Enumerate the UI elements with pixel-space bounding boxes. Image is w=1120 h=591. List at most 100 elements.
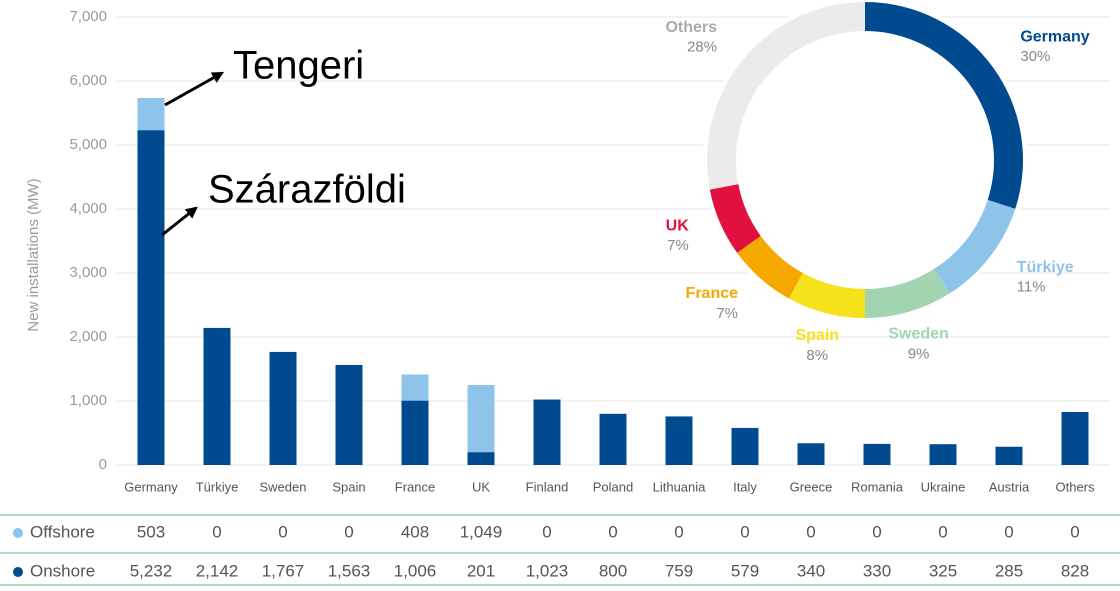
table-value: 1,563 bbox=[328, 561, 371, 580]
x-tick-label: France bbox=[395, 479, 435, 494]
table-value: 828 bbox=[1061, 561, 1089, 580]
x-tick-label: Italy bbox=[733, 479, 757, 494]
table-value: 579 bbox=[731, 561, 759, 580]
table-value: 408 bbox=[401, 522, 429, 541]
table-value: 285 bbox=[995, 561, 1023, 580]
x-tick-label: Ukraine bbox=[921, 479, 966, 494]
table-value: 0 bbox=[1004, 522, 1013, 541]
x-tick-label: Lithuania bbox=[653, 479, 707, 494]
bar-segment bbox=[401, 374, 429, 401]
x-tick-label: Others bbox=[1055, 479, 1095, 494]
y-axis-label: New installations (MW) bbox=[25, 178, 42, 331]
table-value: 330 bbox=[863, 561, 891, 580]
table-value: 1,023 bbox=[526, 561, 569, 580]
table-value: 340 bbox=[797, 561, 825, 580]
x-tick-label: Austria bbox=[989, 479, 1030, 494]
table-value: 1,006 bbox=[394, 561, 437, 580]
table-value: 201 bbox=[467, 561, 495, 580]
pie-label: Spain bbox=[795, 327, 839, 344]
table-value: 0 bbox=[740, 522, 749, 541]
pie-label: Sweden bbox=[888, 326, 948, 343]
pie-slice bbox=[788, 273, 865, 318]
table-value: 0 bbox=[872, 522, 881, 541]
table-value: 800 bbox=[599, 561, 627, 580]
table-value: 2,142 bbox=[196, 561, 239, 580]
pie-backdrop bbox=[703, 0, 1027, 322]
annotation: Szárazföldi bbox=[208, 168, 406, 212]
pie-value-label: 7% bbox=[716, 305, 738, 322]
bar-segment bbox=[929, 444, 957, 465]
pie-slice bbox=[737, 235, 803, 299]
annotation-arrow bbox=[164, 71, 225, 107]
table-value: 0 bbox=[806, 522, 815, 541]
x-tick-label: Sweden bbox=[260, 479, 307, 494]
y-tick-label: 5,000 bbox=[69, 136, 107, 153]
bar-segment bbox=[269, 351, 297, 465]
table-value: 0 bbox=[344, 522, 353, 541]
y-tick-label: 2,000 bbox=[69, 328, 107, 345]
x-tick-label: Romania bbox=[851, 479, 904, 494]
bar-segment bbox=[203, 327, 231, 465]
x-tick-label: Finland bbox=[526, 479, 569, 494]
x-tick-label: Greece bbox=[790, 479, 833, 494]
y-tick-label: 1,000 bbox=[69, 392, 107, 409]
legend-label: Offshore bbox=[30, 522, 95, 541]
bar-segment bbox=[863, 443, 891, 465]
x-tick-label: Spain bbox=[332, 479, 365, 494]
pie-slice bbox=[865, 268, 950, 318]
bar-segment bbox=[665, 416, 693, 465]
table-value: 0 bbox=[1070, 522, 1079, 541]
y-tick-label: 3,000 bbox=[69, 264, 107, 281]
pie-label: Türkiye bbox=[1017, 259, 1074, 276]
pie-slice bbox=[707, 2, 865, 190]
table-value: 325 bbox=[929, 561, 957, 580]
bar-segment bbox=[1061, 412, 1089, 465]
bar-segment bbox=[467, 452, 495, 465]
table-value: 503 bbox=[137, 522, 165, 541]
pie-value-label: 9% bbox=[908, 345, 930, 362]
x-tick-label: Poland bbox=[593, 479, 633, 494]
annotation: Tengeri bbox=[233, 44, 364, 88]
bar-segment bbox=[731, 427, 759, 465]
table-value: 0 bbox=[212, 522, 221, 541]
bar-segment bbox=[995, 446, 1023, 465]
x-tick-label: Germany bbox=[124, 479, 178, 494]
table-value: 1,049 bbox=[460, 522, 503, 541]
table-value: 1,767 bbox=[262, 561, 305, 580]
pie-slice bbox=[865, 2, 1023, 209]
legend-label: Onshore bbox=[30, 561, 95, 580]
table-value: 0 bbox=[608, 522, 617, 541]
y-tick-label: 6,000 bbox=[69, 72, 107, 89]
pie-value-label: 11% bbox=[1017, 279, 1046, 296]
pie-value-label: 30% bbox=[1020, 48, 1050, 65]
pie-label: France bbox=[686, 285, 739, 302]
table-value: 0 bbox=[938, 522, 947, 541]
pie-value-label: 8% bbox=[806, 347, 828, 364]
pie-label: Others bbox=[665, 19, 717, 36]
y-tick-label: 7,000 bbox=[69, 8, 107, 25]
bar-segment bbox=[533, 399, 561, 465]
y-tick-label: 4,000 bbox=[69, 200, 107, 217]
pie-label: UK bbox=[666, 217, 690, 234]
table-value: 0 bbox=[278, 522, 287, 541]
y-tick-label: 0 bbox=[99, 456, 107, 473]
table-value: 0 bbox=[542, 522, 551, 541]
bar-segment bbox=[137, 130, 165, 466]
table-value: 759 bbox=[665, 561, 693, 580]
bar-segment bbox=[137, 97, 165, 131]
bar-segment bbox=[401, 400, 429, 465]
bar-segment bbox=[599, 413, 627, 465]
x-tick-label: UK bbox=[472, 479, 490, 494]
bar-segment bbox=[467, 385, 495, 453]
legend-dot bbox=[13, 528, 23, 538]
x-tick-label: Türkiye bbox=[196, 479, 239, 494]
pie-slice bbox=[709, 184, 761, 253]
bar-segment bbox=[335, 364, 363, 465]
legend-dot bbox=[13, 567, 23, 577]
pie-value-label: 7% bbox=[667, 237, 689, 254]
annotation-arrow bbox=[161, 206, 198, 237]
pie-slice bbox=[934, 199, 1016, 294]
table-value: 5,232 bbox=[130, 561, 173, 580]
pie-label: Germany bbox=[1020, 28, 1089, 45]
